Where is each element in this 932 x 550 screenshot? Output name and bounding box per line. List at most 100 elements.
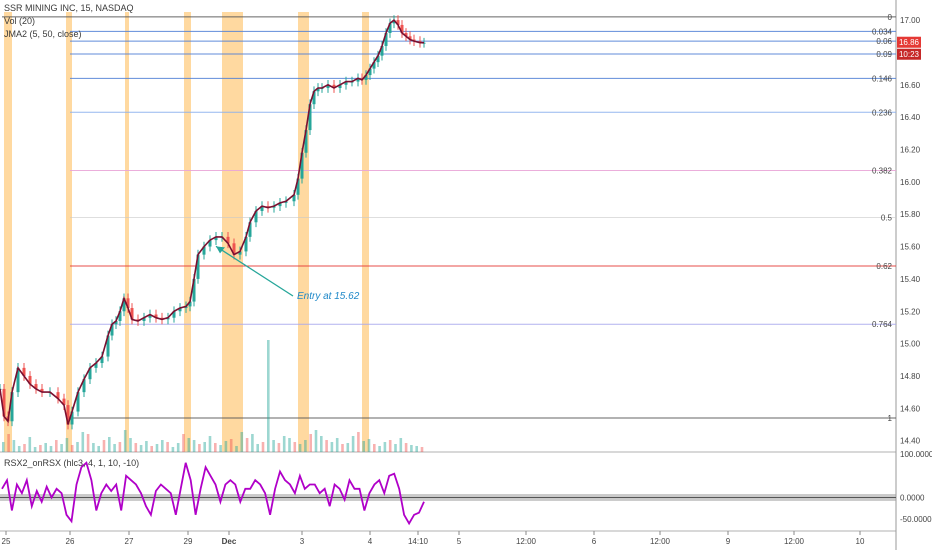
candle-body xyxy=(356,78,360,82)
volume-bar xyxy=(12,440,16,452)
volume-bar xyxy=(224,441,228,452)
price-badge-box xyxy=(897,36,921,48)
price-tick-label: 14.60 xyxy=(900,404,921,413)
rsx-legend: RSX2_onRSX (hlc3, 4, 1, 10, -10) xyxy=(4,458,140,468)
candle-body xyxy=(400,24,404,34)
volume-bar xyxy=(335,438,339,452)
candle-body xyxy=(364,75,368,80)
jma-line xyxy=(0,18,424,425)
volume-bar xyxy=(388,440,392,452)
price-badge-text: 16.86 xyxy=(899,38,920,47)
volume-bar xyxy=(198,444,201,452)
fib-label: 1 xyxy=(888,414,893,423)
candle-body xyxy=(2,388,6,417)
candle-body xyxy=(226,236,230,244)
price-tick-label: 17.00 xyxy=(900,16,921,25)
countdown-badge-text: 10:23 xyxy=(899,50,920,59)
volume-bar xyxy=(240,432,244,452)
countdown-badge-box xyxy=(897,48,921,60)
price-tick-label: 15.80 xyxy=(900,210,921,219)
candle-body xyxy=(82,379,86,393)
rsx-line xyxy=(1,461,425,526)
volume-bar xyxy=(81,432,85,452)
volume-bar xyxy=(272,440,275,452)
session-band xyxy=(4,12,12,452)
volume-bar xyxy=(208,436,212,452)
grid-lines xyxy=(0,0,897,550)
volume-bar xyxy=(28,437,32,452)
volume-bar xyxy=(129,438,132,452)
volume-bar xyxy=(166,442,169,452)
volume-bar xyxy=(378,446,381,452)
jma-legend: JMA2 (5, 50, close) xyxy=(4,29,82,39)
candle-body xyxy=(56,392,60,399)
candle-body xyxy=(238,251,242,255)
time-tick-label: Dec xyxy=(222,537,237,546)
candle-body xyxy=(118,311,122,321)
time-tick-label: 4 xyxy=(368,537,373,546)
candle-body xyxy=(196,254,200,279)
entry-annotation-text: Entry at 15.62 xyxy=(297,291,360,302)
candle-body xyxy=(372,62,376,69)
candle-body xyxy=(70,411,74,425)
candle-body xyxy=(232,243,236,255)
candle-body xyxy=(192,278,196,302)
volume-bar xyxy=(171,447,175,452)
candle-body xyxy=(94,363,98,368)
rsx-pane xyxy=(0,461,896,526)
session-band xyxy=(66,12,72,452)
candle-body xyxy=(160,317,164,320)
candle-body xyxy=(260,206,264,211)
volume-bar xyxy=(65,438,69,452)
volume-bar xyxy=(309,434,312,452)
volume-bar xyxy=(420,447,424,452)
candle-body xyxy=(188,301,192,307)
volume-bar xyxy=(346,443,350,452)
volume-bar xyxy=(357,432,360,452)
candle-body xyxy=(40,388,44,393)
volume-bar xyxy=(192,440,196,452)
volume-bar xyxy=(351,436,355,452)
time-tick-label: 27 xyxy=(125,537,134,546)
price-tick-label: 14.40 xyxy=(900,437,921,446)
candle-body xyxy=(292,194,296,202)
volume-bar xyxy=(362,441,365,452)
candle-body xyxy=(392,20,396,24)
volume-bar xyxy=(187,438,191,452)
volume-bar xyxy=(383,442,387,452)
entry-arrow[interactable]: Entry at 15.62 xyxy=(215,245,360,302)
candle-body xyxy=(304,130,308,153)
symbol-title: SSR MINING INC, 15, NASDAQ xyxy=(4,3,134,13)
candle-body xyxy=(384,33,388,46)
time-tick-label: 5 xyxy=(457,537,462,546)
candle-body xyxy=(248,222,252,237)
volume-bar xyxy=(155,444,159,452)
volume-bar xyxy=(214,443,217,452)
volume-bar xyxy=(245,438,249,452)
volume-bar xyxy=(367,439,371,452)
candle-body xyxy=(100,356,104,364)
candle-body xyxy=(126,298,130,309)
axes: 100.00000.0000-50.000017.0016.8016.6016.… xyxy=(2,16,932,546)
candle-body xyxy=(214,236,218,241)
candle-body xyxy=(202,246,206,255)
candle-body xyxy=(142,317,146,321)
time-tick-label: 29 xyxy=(184,537,193,546)
candle-body xyxy=(76,392,80,412)
volume-bar xyxy=(92,443,95,452)
candle-body xyxy=(208,240,212,247)
volume-bar xyxy=(293,442,297,452)
volume-bar xyxy=(373,444,376,452)
candle-body xyxy=(10,392,14,422)
candle-body xyxy=(66,405,70,425)
volume-bar xyxy=(23,444,26,452)
candle-body xyxy=(154,314,158,318)
volume-bar xyxy=(17,446,21,452)
volume-bar xyxy=(102,440,106,452)
volume-bar xyxy=(7,434,10,452)
volume-bar xyxy=(235,446,238,452)
jma-path xyxy=(0,18,424,425)
volume-bar xyxy=(2,442,5,452)
